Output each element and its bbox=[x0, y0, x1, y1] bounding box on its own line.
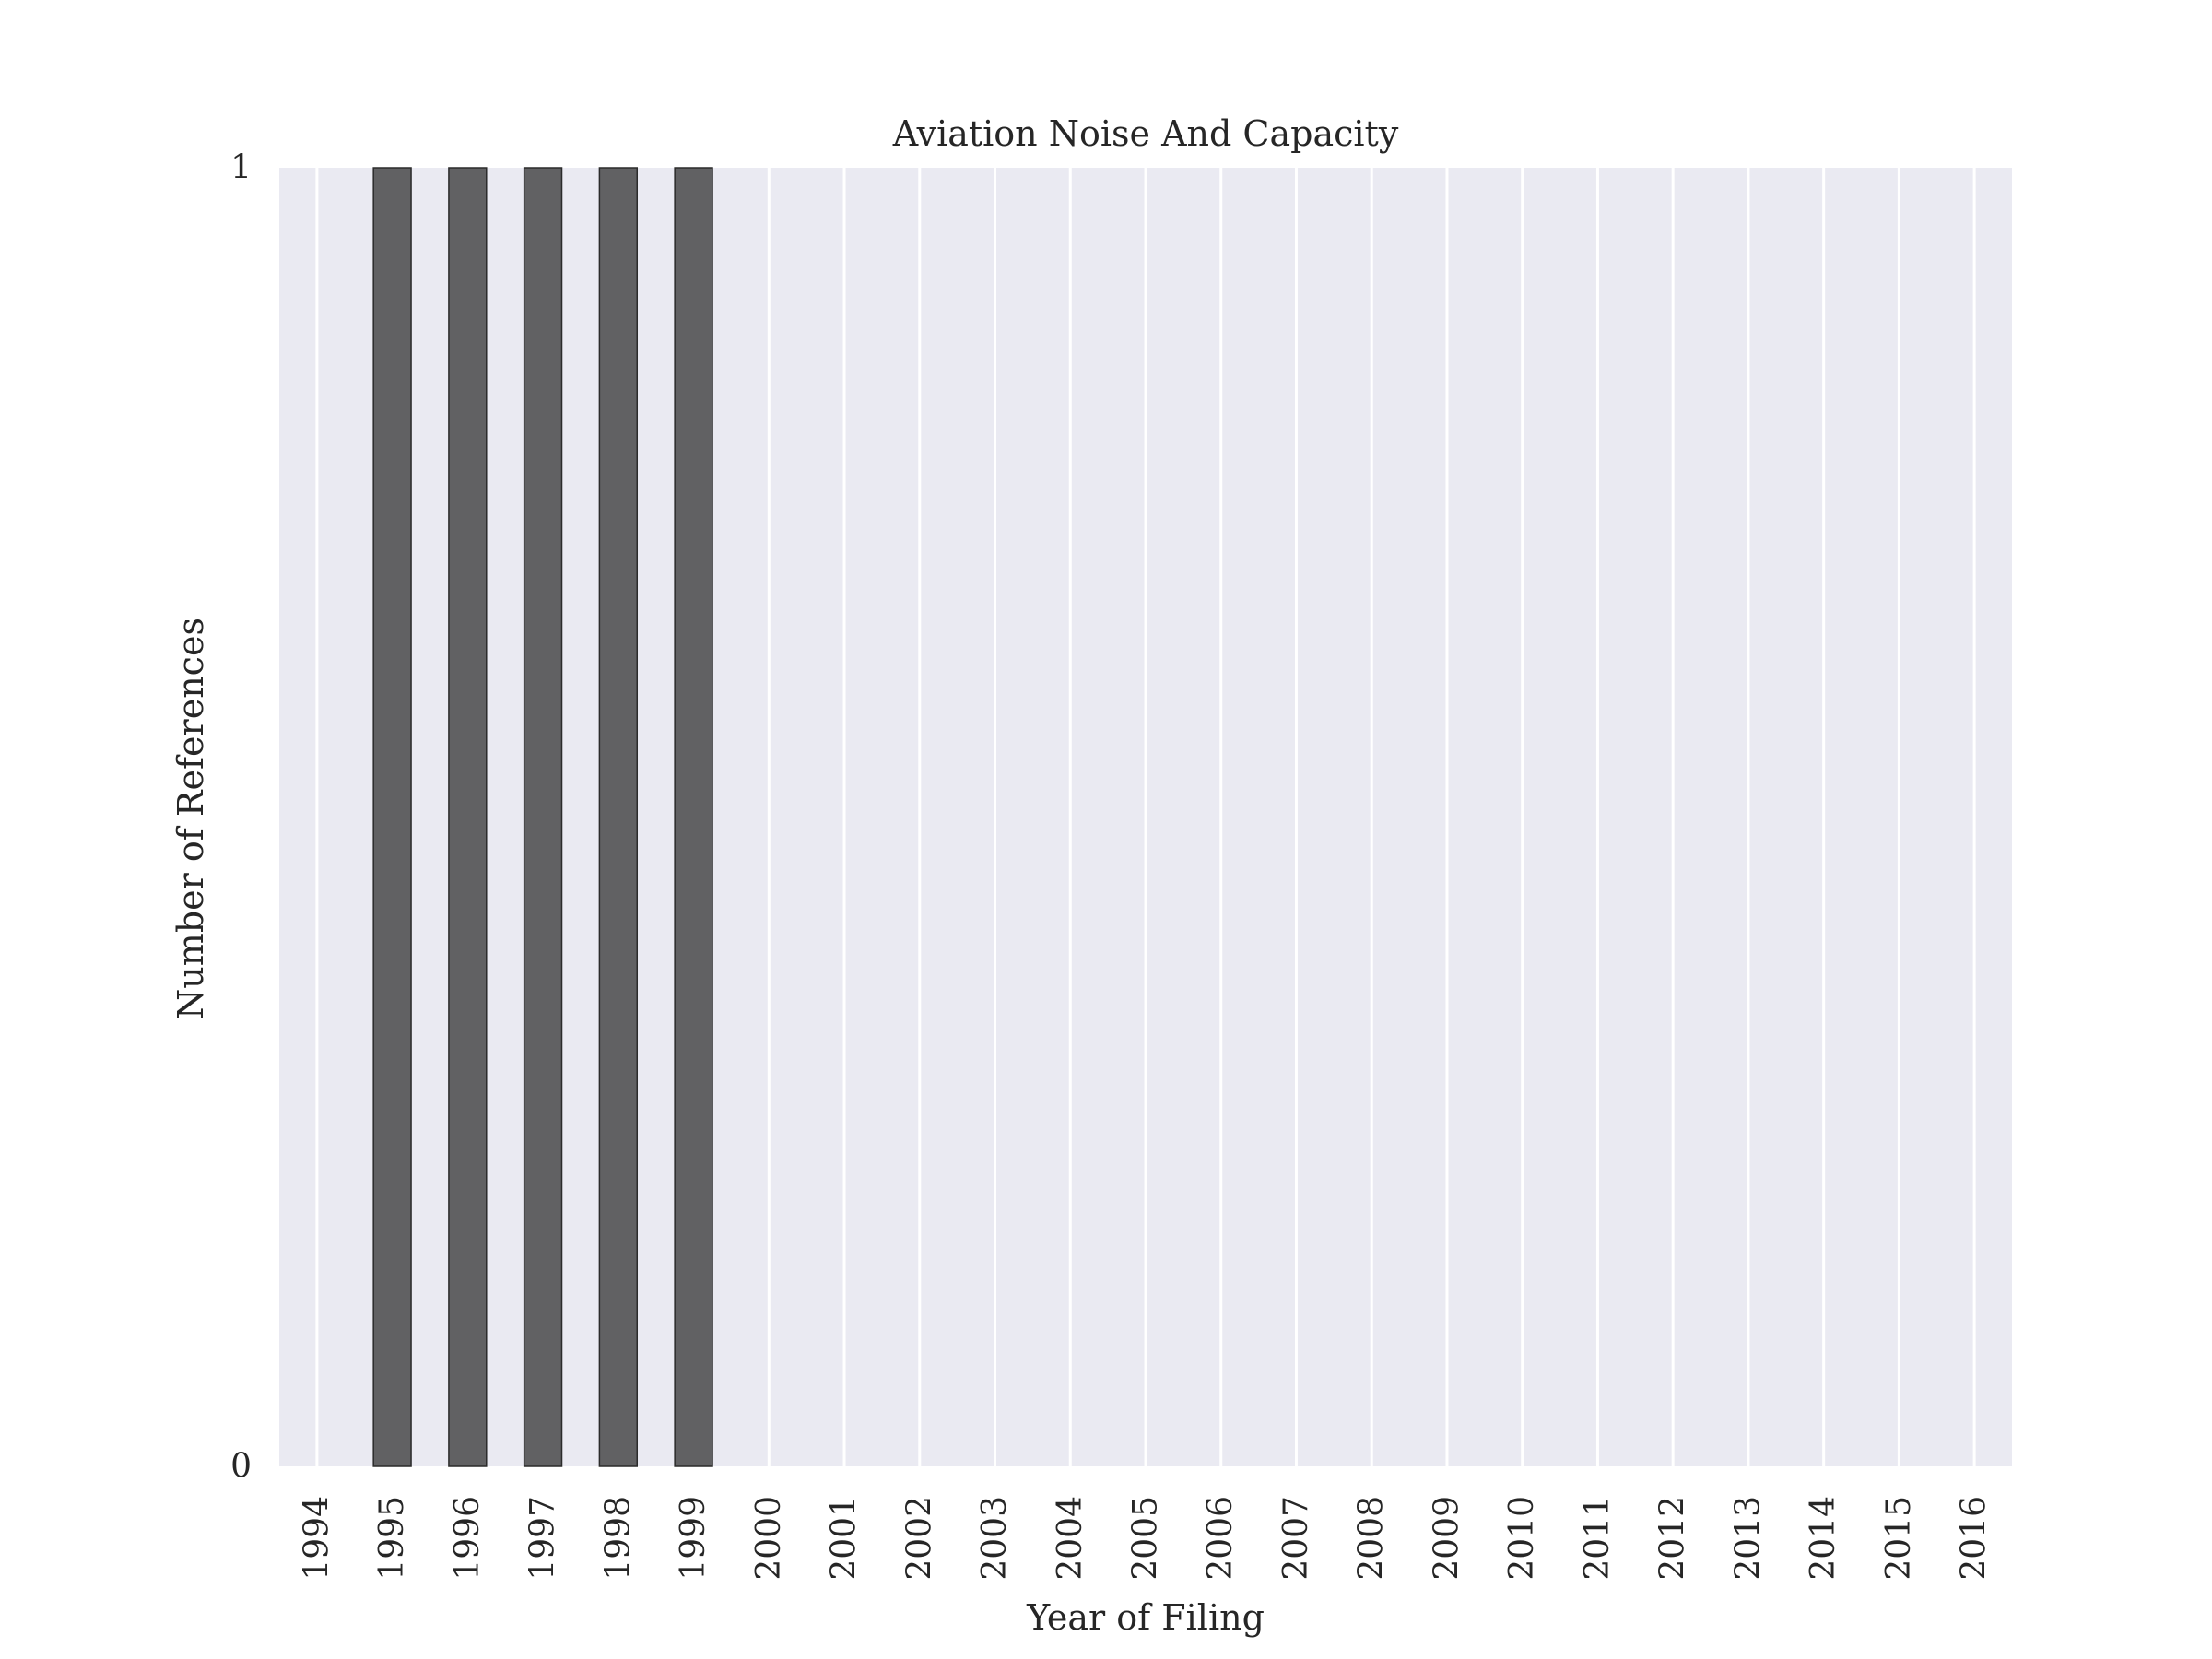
x-tick-label-1996: 1996 bbox=[449, 1496, 487, 1581]
axis-ticks: 1994 1995 1996 1997 1998 1999 2000 2001 2002 2003… bbox=[230, 149, 1994, 1581]
x-tick-label-2003: 2003 bbox=[976, 1496, 1014, 1581]
x-tick-label-2000: 2000 bbox=[750, 1496, 788, 1581]
y-tick-label-0: 0 bbox=[230, 1448, 252, 1486]
bar-1998 bbox=[598, 167, 639, 1467]
bar-1999 bbox=[674, 167, 713, 1467]
x-tick-label-2016: 2016 bbox=[1956, 1496, 1994, 1581]
x-tick-label-2008: 2008 bbox=[1353, 1496, 1391, 1581]
x-axis-label: Year of Filing bbox=[1026, 1597, 1265, 1638]
x-tick-label-2012: 2012 bbox=[1654, 1496, 1692, 1581]
x-tick-label-2001: 2001 bbox=[826, 1496, 864, 1581]
x-tick-label-2002: 2002 bbox=[900, 1496, 938, 1581]
x-tick-label-1997: 1997 bbox=[524, 1496, 562, 1581]
x-tick-label-2004: 2004 bbox=[1052, 1496, 1089, 1581]
bar-1996 bbox=[448, 167, 488, 1467]
bars bbox=[372, 167, 713, 1467]
x-tick-label-1995: 1995 bbox=[373, 1496, 411, 1581]
x-tick-label-2010: 2010 bbox=[1503, 1496, 1541, 1581]
y-axis-label: Number of References bbox=[171, 618, 211, 1019]
bar-1995 bbox=[372, 167, 412, 1467]
x-tick-label-2015: 2015 bbox=[1880, 1496, 1918, 1581]
x-tick-label-2007: 2007 bbox=[1277, 1496, 1315, 1581]
x-tick-label-2014: 2014 bbox=[1805, 1496, 1842, 1581]
x-tick-label-2011: 2011 bbox=[1579, 1496, 1617, 1581]
y-tick-label-1: 1 bbox=[230, 149, 252, 187]
chart-title: Aviation Noise And Capacity bbox=[892, 113, 1399, 154]
x-tick-label-1994: 1994 bbox=[298, 1496, 335, 1581]
x-tick-label-1999: 1999 bbox=[675, 1496, 712, 1581]
x-tick-label-2013: 2013 bbox=[1729, 1496, 1767, 1581]
x-tick-label-2005: 2005 bbox=[1127, 1496, 1165, 1581]
x-tick-label-2009: 2009 bbox=[1428, 1496, 1465, 1581]
x-tick-label-1998: 1998 bbox=[599, 1496, 637, 1581]
bar-1997 bbox=[523, 167, 563, 1467]
x-tick-label-2006: 2006 bbox=[1202, 1496, 1240, 1581]
